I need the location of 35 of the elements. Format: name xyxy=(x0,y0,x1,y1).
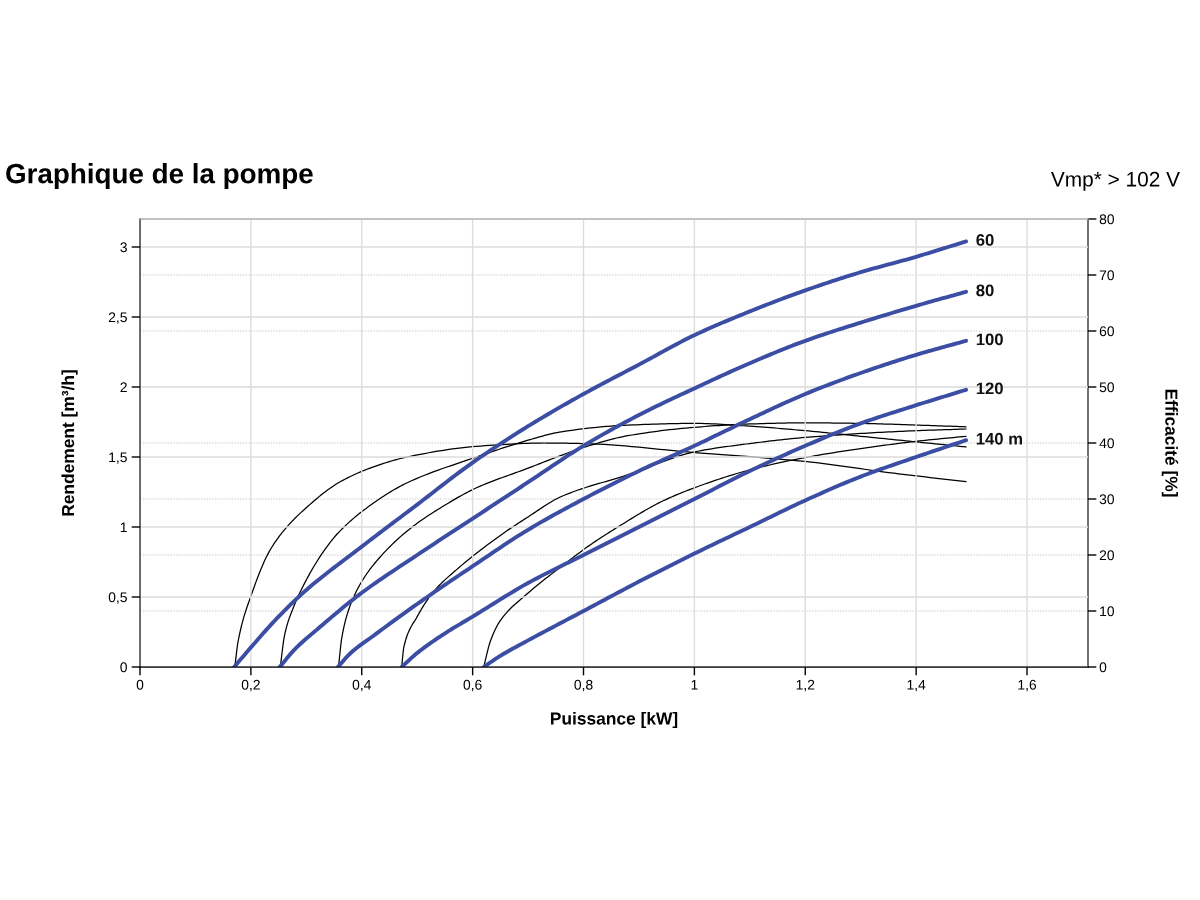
y-tick-label: 2,5 xyxy=(108,312,127,324)
x-tick-label: 0,4 xyxy=(352,679,371,692)
x-tick-label: 1,4 xyxy=(907,680,926,692)
y2-tick-label: 60 xyxy=(1099,326,1115,337)
series-label: 100 xyxy=(976,333,1003,346)
series-label: 140 m xyxy=(976,432,1022,445)
x-tick-label: 1,6 xyxy=(1018,679,1037,692)
y-tick-label: 0,5 xyxy=(108,592,127,604)
y2-tick-label: 0 xyxy=(1099,662,1107,673)
series-label: 80 xyxy=(976,284,994,297)
y-tick-label: 1 xyxy=(120,522,127,533)
y2-tick-label: 10 xyxy=(1100,606,1115,617)
y-tick-label: 1,5 xyxy=(109,452,127,464)
y2-tick-label: 30 xyxy=(1099,494,1115,505)
y2-tick-label: 50 xyxy=(1099,382,1115,393)
x-tick-label: 0,6 xyxy=(463,679,482,692)
y2-tick-label: 70 xyxy=(1099,270,1115,281)
x-axis-title: Puissance [kW] xyxy=(551,711,678,729)
x-tick-label: 0 xyxy=(136,679,144,690)
text: Vmp* > 102 V xyxy=(1050,171,1180,191)
y2-axis-title: Efficacité [%] xyxy=(1161,389,1179,497)
y-tick-label: 2 xyxy=(120,382,127,393)
y-axis-title: Rendement [m³/h] xyxy=(61,370,78,516)
y2-tick-label: 40 xyxy=(1099,438,1115,449)
x-tick-label: 1,2 xyxy=(796,679,815,692)
y2-tick-label: 20 xyxy=(1099,550,1115,561)
series-label: 60 xyxy=(976,234,994,246)
chart-title: Graphique de la pompe xyxy=(6,163,313,189)
x-tick-label: 0,2 xyxy=(241,679,260,692)
y-tick-label: 0 xyxy=(120,662,127,673)
x-tick-label: 1 xyxy=(691,680,698,690)
y-tick-label: 3 xyxy=(120,242,127,253)
series-label: 120 xyxy=(976,382,1003,395)
x-tick-label: 0,8 xyxy=(574,679,593,692)
y2-tick-label: 80 xyxy=(1099,214,1115,225)
